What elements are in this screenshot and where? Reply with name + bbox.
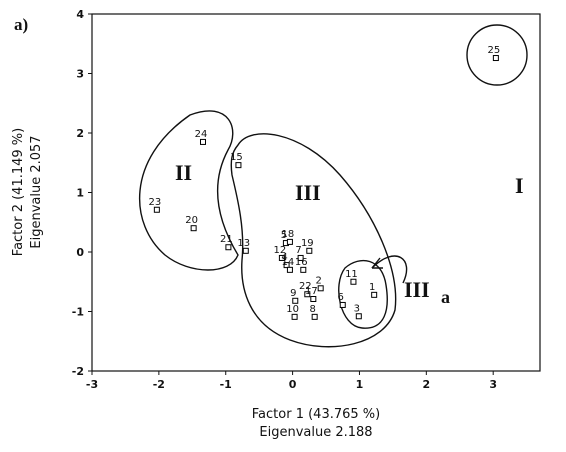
point-label: 19 (301, 238, 314, 249)
point-label: 6 (338, 292, 344, 303)
point (350, 278, 357, 285)
point (310, 296, 317, 303)
point-label: 3 (354, 303, 360, 314)
point (306, 247, 313, 254)
x-tick-label: 2 (423, 378, 431, 391)
point-label: 9 (290, 288, 296, 299)
point-label: 20 (185, 215, 198, 226)
point (225, 244, 232, 251)
x-tick-label: 1 (356, 378, 364, 391)
group-label: I (515, 173, 524, 198)
point-label: 18 (282, 229, 295, 240)
point (297, 254, 304, 261)
y-axis-label: Eigenvalue 2.057 (29, 135, 44, 248)
y-tick-label: 1 (76, 187, 84, 200)
point-label: 7 (295, 245, 301, 256)
point-label: 16 (295, 257, 308, 268)
point-label: 17 (305, 286, 318, 297)
group-outline (230, 133, 397, 348)
arrow (371, 255, 408, 284)
point (371, 291, 378, 298)
point-label: 8 (309, 304, 315, 315)
point (153, 206, 160, 213)
group-label: II (175, 160, 192, 185)
point-label: 12 (274, 245, 287, 256)
point (317, 285, 324, 292)
point-label: 11 (345, 269, 358, 280)
group-outline (466, 24, 528, 86)
point (292, 297, 299, 304)
x-tick-label: -1 (220, 378, 232, 391)
point (278, 254, 285, 261)
group-label-sub: a (441, 287, 450, 307)
y-axis-label: Factor 2 (41.149 %) (11, 128, 26, 256)
point (355, 313, 362, 320)
point-label: 15 (230, 152, 243, 163)
point-label: 1 (369, 282, 375, 293)
point-label: 23 (148, 197, 161, 208)
x-tick-label: -3 (86, 378, 98, 391)
panel-label: a) (14, 15, 28, 34)
point-label: 25 (488, 45, 501, 56)
point-label: 2 (315, 275, 321, 286)
group-label: III (404, 277, 430, 302)
x-tick-label: -2 (153, 378, 165, 391)
x-tick-label: 0 (289, 378, 297, 391)
point (304, 291, 311, 298)
point (300, 266, 307, 273)
y-tick-label: 4 (76, 8, 84, 21)
arrow-head (371, 257, 383, 269)
point (283, 262, 290, 269)
point (199, 138, 206, 145)
point (291, 313, 298, 320)
y-tick-label: 3 (76, 68, 84, 81)
point-label: 24 (195, 129, 208, 140)
point-label: 14 (282, 257, 295, 268)
y-tick-label: -1 (72, 306, 84, 319)
point (286, 266, 293, 273)
x-tick-label: 3 (489, 378, 497, 391)
point (190, 225, 197, 232)
point (311, 313, 318, 320)
group-outline (138, 110, 239, 271)
point-label: 5 (281, 230, 287, 241)
x-axis-label: Factor 1 (43.765 %) (252, 407, 380, 422)
group-outline (338, 259, 388, 329)
point-label: 21 (220, 234, 233, 245)
point (286, 238, 293, 245)
point-label: 10 (286, 304, 299, 315)
point (339, 301, 346, 308)
point (235, 162, 242, 169)
y-tick-label: 2 (76, 127, 84, 140)
point-label: 4 (281, 252, 287, 263)
x-axis-label: Eigenvalue 2.188 (259, 425, 372, 440)
group-label: III (295, 180, 321, 205)
y-tick-label: -2 (72, 365, 84, 378)
point (492, 55, 499, 62)
point-label: 13 (237, 238, 250, 249)
y-tick-label: 0 (76, 246, 84, 259)
point (242, 247, 249, 254)
point-label: 22 (299, 281, 312, 292)
